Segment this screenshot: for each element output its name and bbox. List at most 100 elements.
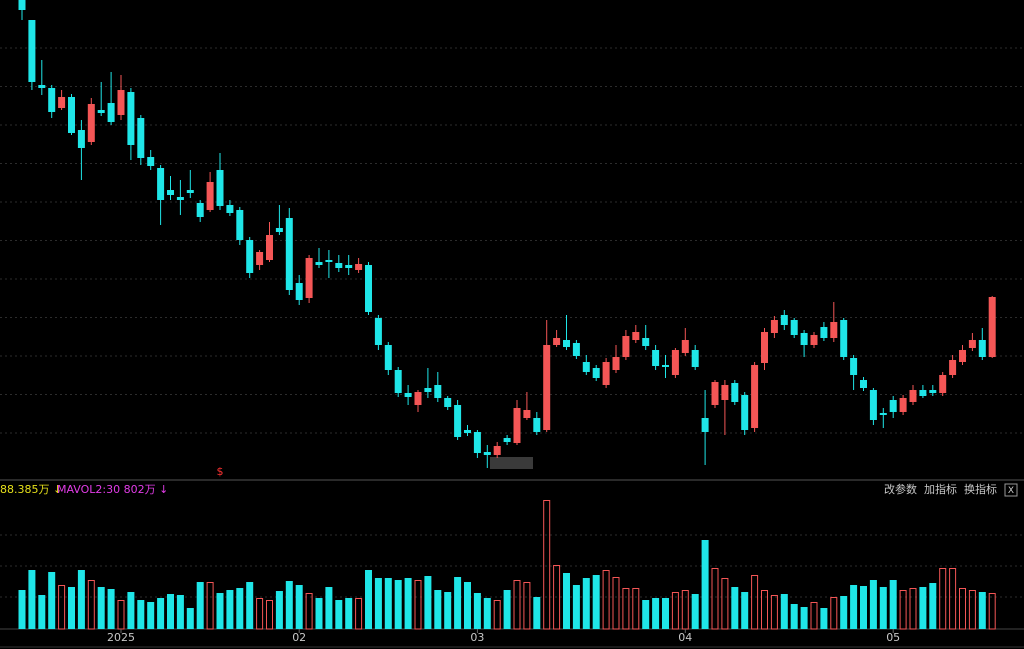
volume-bar [533, 597, 541, 629]
candle-body [48, 88, 56, 112]
volume-bar [28, 570, 36, 629]
candle-body [384, 345, 392, 370]
volume-bar [206, 582, 214, 630]
candle-body [988, 297, 996, 357]
candle-body [107, 103, 115, 122]
volume-bar [860, 586, 867, 629]
candle-body [563, 340, 570, 347]
candle-body [612, 357, 620, 370]
candle-body [256, 252, 264, 265]
volume-bar [780, 594, 788, 629]
volume-bar [38, 595, 46, 629]
switch-indicator-button[interactable]: 换指标 [964, 482, 997, 496]
candle-body [622, 336, 630, 357]
volume-bar [770, 595, 778, 630]
candle-body [780, 315, 788, 325]
volume-bar [315, 598, 323, 629]
volume-bar [800, 607, 808, 629]
volume-bar [256, 598, 264, 630]
volume-bar [305, 593, 313, 630]
volume-bar [662, 598, 669, 629]
candle-body [899, 398, 907, 412]
candle-body [731, 383, 739, 402]
candle-body [592, 368, 600, 378]
volume-bar [295, 585, 303, 629]
add-indicator-button[interactable]: 加指标 [924, 482, 957, 496]
volume-bar [632, 588, 640, 630]
candle-body [681, 340, 689, 353]
candle-body [652, 350, 660, 366]
volume-bar [869, 580, 877, 629]
candle-body [691, 350, 699, 367]
volume-bar [444, 592, 452, 629]
candle-body [533, 418, 541, 432]
volume-bar [58, 585, 66, 630]
volume-bar [414, 580, 422, 630]
volume-bar [493, 600, 501, 630]
close-box[interactable] [1004, 483, 1018, 497]
volume-bar [345, 598, 353, 629]
candle-body [602, 362, 610, 385]
volume-bar [167, 594, 174, 629]
volume-bar [553, 565, 561, 630]
volume-bar [266, 600, 273, 630]
candle-body [543, 345, 551, 430]
candle-body [285, 218, 293, 290]
volume-bar [959, 588, 966, 630]
volume-bar [127, 592, 135, 629]
candle-body [701, 418, 709, 432]
volume-bar [968, 590, 976, 630]
x-tick-label: 05 [886, 631, 900, 644]
candle-body [335, 263, 343, 268]
volume-bar [48, 572, 56, 629]
candle-body [325, 260, 333, 262]
volume-bar [691, 594, 699, 629]
candle-body [939, 375, 947, 393]
volume-bar [503, 590, 511, 629]
edit-params-button[interactable]: 改参数 [884, 482, 917, 496]
candle-body [414, 392, 422, 405]
candle-body [949, 360, 957, 375]
candle-body [137, 118, 145, 158]
volume-bar [988, 593, 996, 630]
candle-body [196, 203, 204, 217]
candle-body [365, 265, 372, 312]
candle-body [295, 283, 303, 300]
close-button[interactable]: X [1008, 486, 1014, 496]
volume-bar [147, 602, 155, 629]
volume-bar [543, 500, 551, 630]
candle-body [473, 432, 481, 453]
volume-bar [731, 587, 739, 629]
volume-bar [761, 590, 768, 630]
event-marker: $ [217, 465, 224, 478]
volume-bar [939, 568, 947, 630]
candle-body [97, 110, 105, 113]
candle-body [186, 190, 194, 193]
volume-bar [404, 578, 412, 629]
x-tick-label: 2025 [107, 631, 135, 644]
candle-body [77, 130, 85, 148]
candle-body [454, 405, 462, 437]
candle-body [840, 320, 848, 357]
candle-body [968, 340, 976, 348]
mavol-label: MAVOL2:30 802万 ↓ [57, 483, 168, 496]
candle-body [790, 320, 798, 335]
volume-bar [572, 585, 580, 629]
volume-bar [77, 570, 85, 629]
volume-bar [394, 580, 402, 629]
candle-body [315, 262, 323, 265]
candle-body [444, 398, 452, 407]
candle-body [582, 362, 590, 372]
candle-body [978, 340, 986, 357]
candle-body [394, 370, 402, 393]
volume-bar [790, 604, 798, 629]
volume-bar [285, 581, 293, 629]
volume-bar [454, 577, 462, 629]
volume-bar [919, 587, 927, 629]
candle-body [246, 240, 254, 273]
candle-body [810, 335, 818, 345]
x-tick-label: 03 [470, 631, 484, 644]
candle-body [493, 446, 501, 455]
candle-body [572, 343, 580, 356]
